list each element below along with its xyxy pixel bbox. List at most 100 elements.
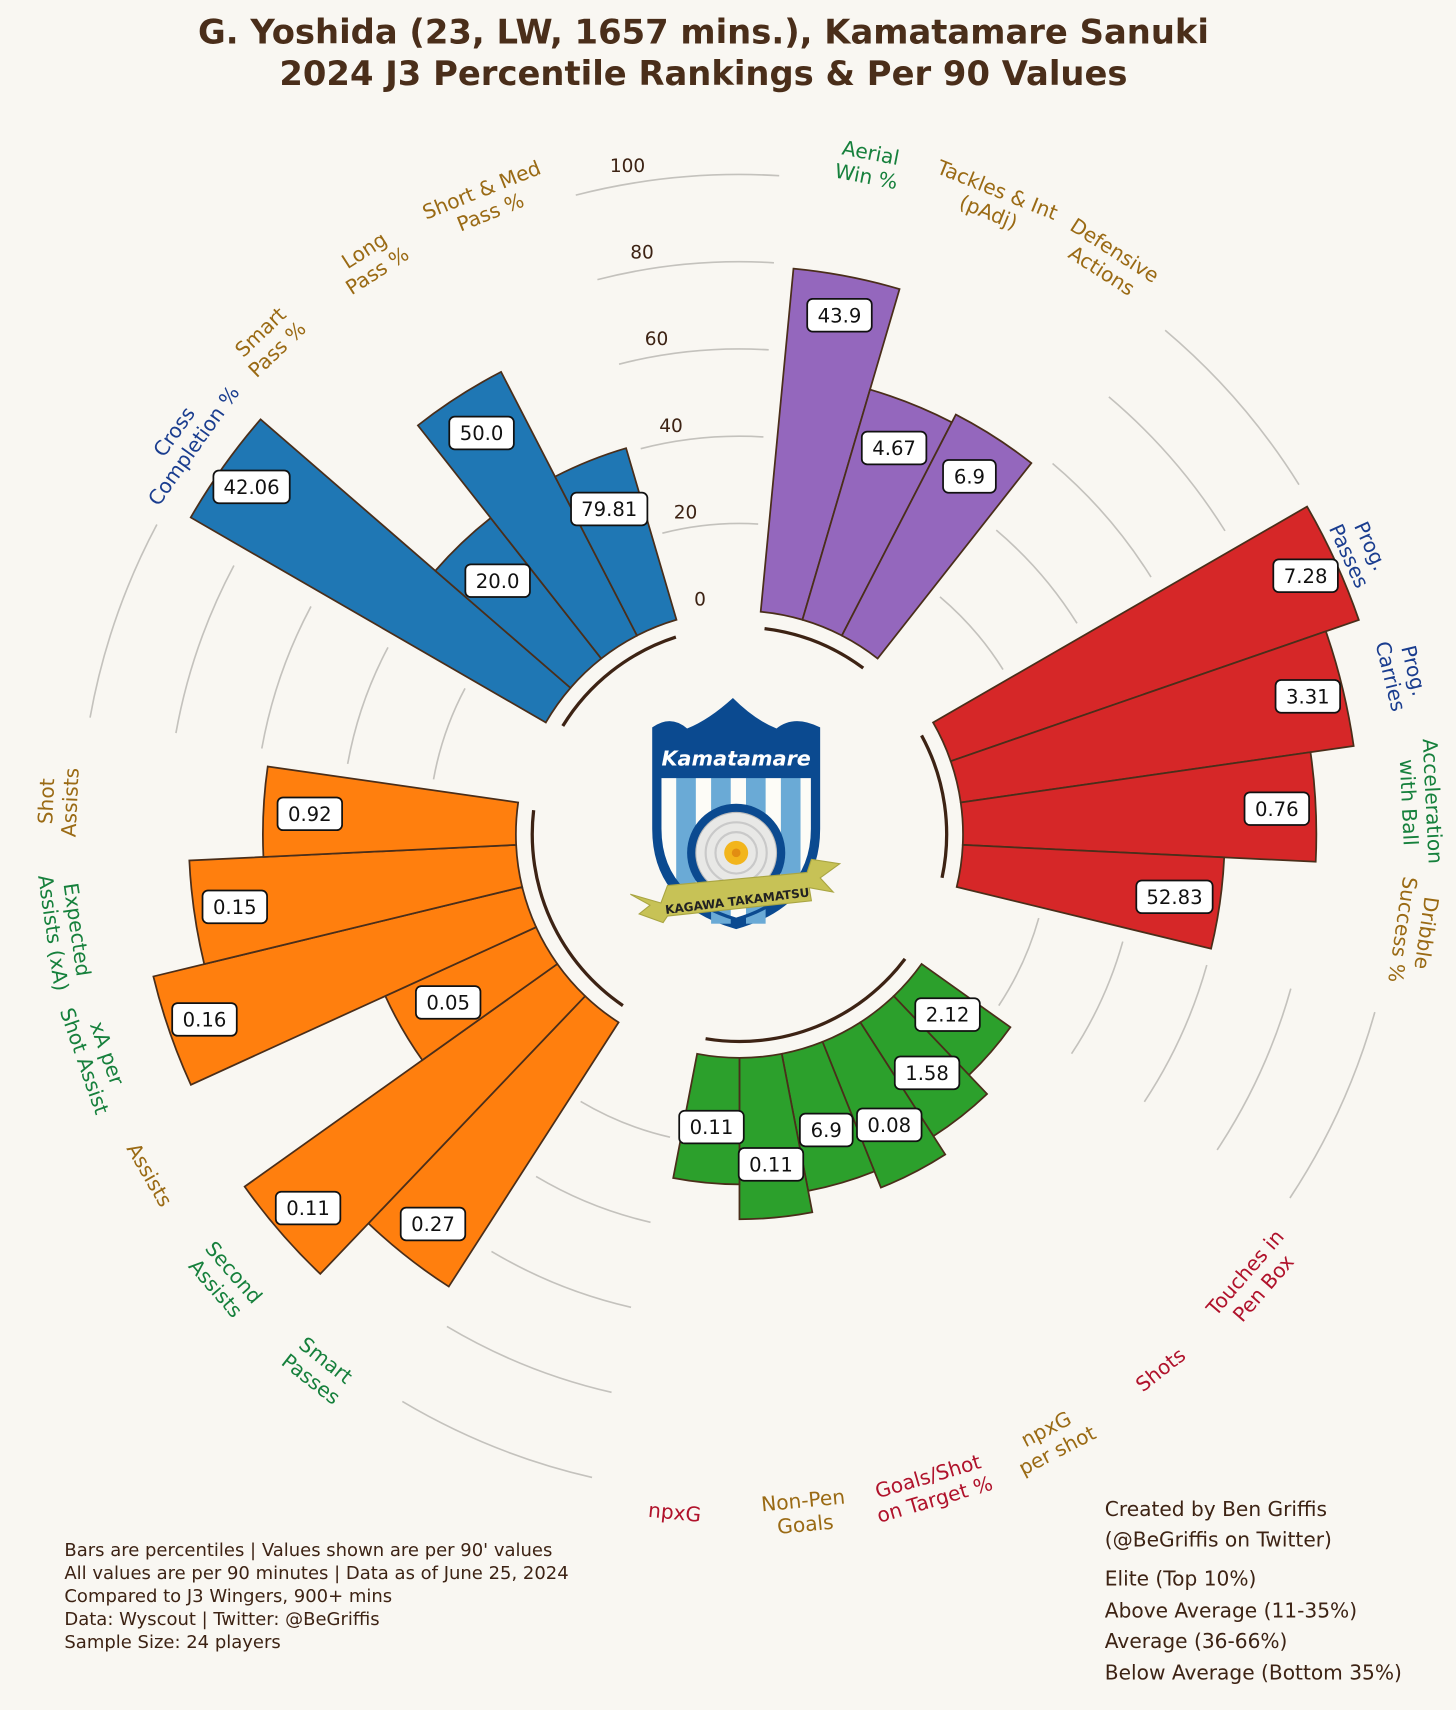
- value-label-box: [893, 1055, 961, 1091]
- radial-tick-label: 60: [645, 329, 669, 350]
- value-label-box: [201, 889, 268, 925]
- value-label-box: [171, 1002, 238, 1037]
- value-label-text: 4.67: [872, 437, 916, 460]
- value-label: 0.15: [201, 889, 268, 925]
- value-label: 0.11: [678, 1109, 745, 1145]
- value-label: 1.58: [893, 1055, 961, 1091]
- note-line: Sample Size: 24 players: [64, 1632, 280, 1653]
- gridlines: [89, 173, 1376, 1479]
- gridline-arc: [939, 596, 1004, 671]
- category-label: ShotAssists: [33, 766, 84, 838]
- value-label-box: [799, 1112, 854, 1148]
- value-label: 0.08: [856, 1107, 923, 1143]
- value-label-text: 0.16: [183, 1009, 227, 1032]
- note-line: All values are per 90 minutes | Data as …: [64, 1563, 568, 1584]
- value-labels: 43.9 4.67 6.9 7.28 3.31 0.76 52.83 2.12 1.58 0.08…: [171, 298, 1341, 1242]
- value-label-text: 2.12: [926, 1004, 970, 1027]
- legend-average: Average (36-66%): [1105, 1629, 1288, 1653]
- value-label: 50.0: [448, 415, 515, 451]
- value-label-text: 0.11: [749, 1154, 793, 1177]
- value-label: 0.11: [274, 1190, 342, 1226]
- value-label-text: 0.92: [288, 803, 332, 826]
- gridline-arc: [175, 565, 235, 734]
- value-label-text: 0.76: [1255, 798, 1299, 821]
- value-label-box: [806, 298, 873, 333]
- value-label-text: 0.11: [286, 1197, 330, 1220]
- note-line: Bars are percentiles | Values shown are …: [64, 1540, 552, 1561]
- value-label-box: [860, 430, 928, 466]
- group-inner-arc-creation: [530, 809, 624, 1007]
- value-label: 0.92: [276, 796, 343, 832]
- value-label: 43.9: [806, 298, 873, 333]
- bar-shooting-2: [821, 1021, 947, 1189]
- value-label-text: 0.27: [411, 1213, 455, 1236]
- value-label-box: [464, 563, 531, 598]
- value-label-box: [1274, 679, 1341, 714]
- value-label-text: 43.9: [818, 304, 862, 327]
- club-logo: Kamatamare KAGAWA TAKAMATSU: [630, 697, 842, 930]
- value-label-box: [212, 469, 291, 505]
- value-label: 79.81: [570, 491, 649, 527]
- gridline-arc: [662, 522, 759, 534]
- value-label: 0.16: [171, 1002, 238, 1037]
- gridline-arc: [446, 1325, 612, 1394]
- legend-above-average: Above Average (11-35%): [1105, 1598, 1357, 1622]
- group-inner-arc-defending: [764, 626, 865, 670]
- gridline-arc: [618, 348, 769, 365]
- gridline-arc: [575, 173, 780, 196]
- value-label: 0.27: [399, 1206, 467, 1242]
- value-label: 52.83: [1135, 879, 1214, 915]
- bar-creation-3: [152, 885, 538, 1086]
- value-label-box: [1243, 791, 1310, 826]
- gridline-arc: [1143, 964, 1208, 1103]
- footer-notes: Bars are percentiles | Values shown are …: [64, 1540, 568, 1653]
- gridline-arc: [89, 524, 158, 718]
- category-label-line: Assists: [57, 767, 84, 837]
- value-label-box: [399, 1206, 467, 1242]
- bar-progression-0: [931, 505, 1360, 763]
- value-label-box: [737, 1147, 805, 1182]
- gridline-arc: [597, 260, 774, 281]
- value-label-text: 3.31: [1286, 685, 1330, 708]
- gridline-arc: [346, 647, 389, 765]
- gridline-arc: [640, 435, 764, 450]
- category-label: Accelerationwith Ball: [1394, 738, 1448, 865]
- logo-banner: [630, 858, 842, 924]
- legend-below-average: Below Average (Bottom 35%): [1105, 1660, 1402, 1684]
- value-label: 6.9: [799, 1112, 854, 1148]
- category-label-line: Acceleration: [1418, 738, 1448, 864]
- gridline-arc: [401, 1400, 593, 1479]
- value-label-text: 20.0: [476, 570, 520, 593]
- bar-defending-0: [759, 267, 901, 621]
- value-label-text: 7.28: [1284, 565, 1328, 588]
- bar-creation-5: [262, 765, 520, 858]
- value-label-box: [678, 1109, 745, 1145]
- value-label-text: 0.15: [213, 896, 257, 919]
- category-label: npxG: [647, 1498, 702, 1527]
- value-label-box: [276, 796, 343, 832]
- gridline-arc: [1108, 396, 1226, 532]
- radial-tick-label: 100: [610, 156, 645, 177]
- gridline-arc: [535, 1175, 651, 1224]
- category-label-line: Goals: [776, 1510, 834, 1539]
- value-label: 42.06: [212, 469, 291, 505]
- value-label-text: 0.05: [426, 992, 470, 1015]
- value-label-text: 6.9: [954, 465, 985, 488]
- value-label: 3.31: [1274, 679, 1341, 714]
- value-label-text: 79.81: [581, 498, 637, 521]
- radial-tick-labels: 0 20 40 60 80 100: [610, 156, 706, 610]
- value-label-text: 42.06: [223, 476, 279, 499]
- value-label-box: [415, 985, 482, 1020]
- category-label-line: Shot: [33, 778, 59, 825]
- legend: Created by Ben Griffis (@BeGriffis on Tw…: [1105, 1497, 1402, 1685]
- value-label-text: 6.9: [811, 1119, 842, 1142]
- value-label: 0.11: [737, 1147, 805, 1182]
- value-label-box: [570, 491, 649, 527]
- gridline-arc: [260, 606, 312, 749]
- bar-creation-4: [188, 844, 524, 966]
- value-label: 6.9: [942, 459, 997, 494]
- note-line: Compared to J3 Wingers, 900+ mins: [64, 1586, 392, 1607]
- gridline-arc: [995, 529, 1078, 624]
- gridline-arc: [998, 917, 1040, 1007]
